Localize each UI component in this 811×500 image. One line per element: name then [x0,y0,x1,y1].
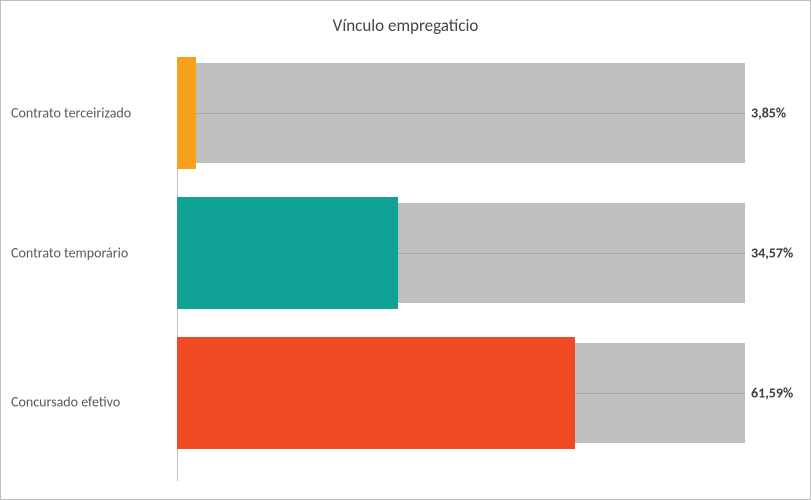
bar-midline [398,253,745,254]
bar-row: Concursado efetivo 61,59% [177,343,745,461]
bar-track: 3,85% [177,63,745,163]
bar-midline [575,393,745,394]
bar-track: 61,59% [177,343,745,443]
chart-title: Vínculo empregatício [1,15,810,36]
category-label: Contrato terceirizado [1,105,177,122]
bar-fill [177,57,196,169]
category-label: Concursado efetivo [1,394,177,411]
bar-row: Contrato terceirizado 3,85% [177,63,745,163]
chart-container: Vínculo empregatício Contrato terceiriza… [0,0,811,500]
bar-row: Contrato temporário 34,57% [177,203,745,303]
value-label: 3,85% [745,105,786,122]
bar-midline [196,113,745,114]
value-label: 61,59% [745,385,793,402]
bar-fill [177,337,575,449]
value-label: 34,57% [745,245,793,262]
bar-fill [177,197,398,309]
bar-track: 34,57% [177,203,745,303]
chart-plot-area: Contrato terceirizado 3,85% Contrato tem… [177,63,745,481]
category-label: Contrato temporário [1,245,177,262]
